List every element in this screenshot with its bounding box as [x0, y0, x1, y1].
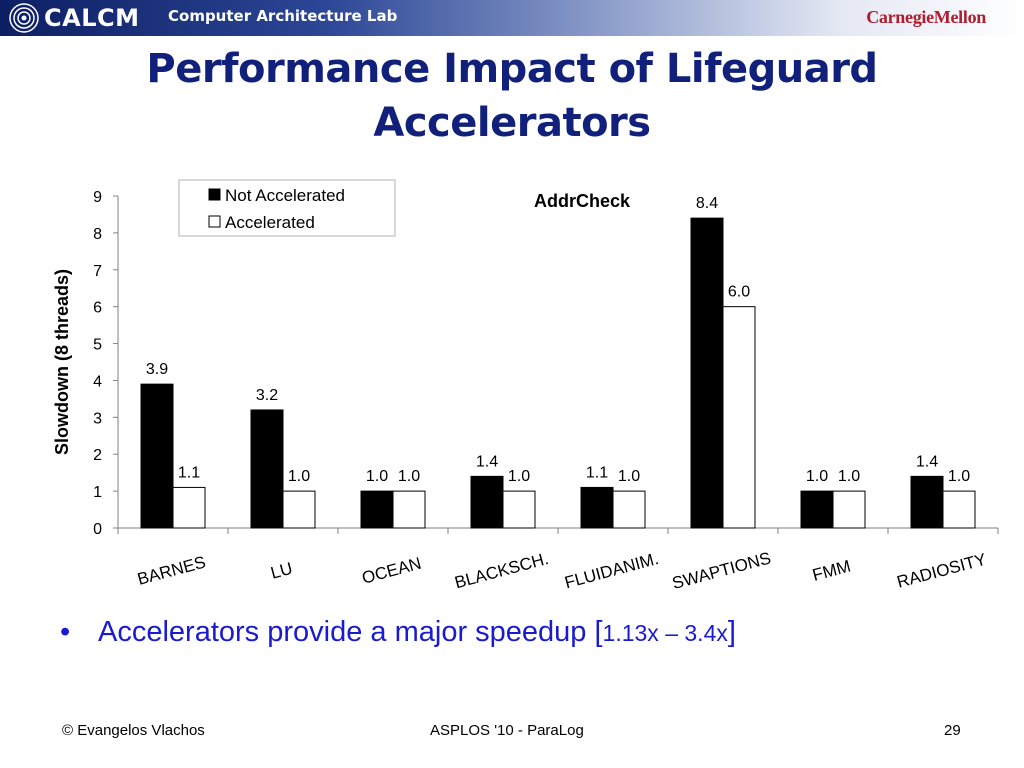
- bar-accelerated: [282, 490, 316, 529]
- university-logo: CarnegieMellon: [866, 7, 986, 27]
- data-label: 1.0: [838, 468, 860, 485]
- slide-title-line2: Accelerators: [373, 100, 651, 146]
- x-category-label: FLUIDANIM.: [563, 549, 661, 592]
- header-bar: CALCM Computer Architecture Lab Carnegie…: [0, 0, 1024, 36]
- y-tick-label: 9: [93, 189, 102, 206]
- y-tick-label: 2: [93, 447, 102, 464]
- legend-swatch: [208, 188, 221, 201]
- x-category-label: BLACKSCH.: [453, 549, 551, 592]
- x-category-label: SWAPTIONS: [670, 548, 773, 593]
- y-tick-label: 8: [93, 226, 102, 243]
- y-tick-label: 5: [93, 337, 102, 354]
- slide-title-line1: Performance Impact of Lifeguard: [146, 46, 878, 92]
- bar-not-accelerated: [690, 217, 724, 529]
- data-label: 1.0: [806, 468, 828, 485]
- chart-legend: Not Accelerated Accelerated: [178, 179, 396, 237]
- footer-page-number: 29: [944, 722, 961, 739]
- bar-accelerated: [942, 490, 976, 529]
- data-label: 1.1: [586, 464, 608, 481]
- data-label: 1.0: [366, 468, 388, 485]
- bar-not-accelerated: [910, 475, 944, 529]
- data-label: 3.2: [256, 387, 278, 404]
- chart-axes: 0 1 2 3 4 5 6 7 8 9 Slowdown (8 threads): [52, 189, 999, 538]
- data-label: 8.4: [696, 195, 718, 212]
- legend-label: Not Accelerated: [225, 186, 345, 205]
- chart-labels: AddrCheck 3.9 1.1 BARNES 3.2 1.0 LU 1.0 1.0 OCEAN…: [135, 191, 988, 593]
- bar-not-accelerated: [360, 490, 394, 529]
- bar-not-accelerated: [470, 475, 504, 529]
- x-category-label: OCEAN: [360, 554, 423, 588]
- calcm-logo: CALCM: [8, 2, 139, 34]
- bullet-range: 1.13x – 3.4x: [602, 620, 728, 646]
- footer-venue: ASPLOS '10 - ParaLog: [430, 722, 584, 739]
- y-tick-label: 7: [93, 263, 102, 280]
- bar-accelerated: [392, 490, 426, 529]
- bar-not-accelerated: [800, 490, 834, 529]
- legend-label: Accelerated: [225, 213, 315, 232]
- bullet-symbol: •: [60, 616, 71, 648]
- slide-title: Performance Impact of Lifeguard Accelera…: [0, 42, 1024, 150]
- data-label: 1.0: [508, 468, 530, 485]
- bar-not-accelerated: [140, 383, 174, 529]
- data-label: 1.1: [178, 464, 200, 481]
- data-label: 1.0: [618, 468, 640, 485]
- bar-accelerated: [832, 490, 866, 529]
- bar-accelerated: [722, 306, 756, 529]
- lab-name: Computer Architecture Lab: [168, 7, 398, 25]
- x-category-label: FMM: [810, 557, 852, 585]
- y-tick-label: 1: [93, 484, 102, 501]
- x-category-label: BARNES: [135, 552, 207, 588]
- chart-bars: [140, 217, 976, 529]
- slowdown-bar-chart: 0 1 2 3 4 5 6 7 8 9 Slowdown (8 threads) AddrCheck…: [52, 179, 999, 593]
- bar-not-accelerated: [580, 486, 614, 529]
- y-axis-title: Slowdown (8 threads): [52, 269, 72, 455]
- data-label: 6.0: [728, 284, 750, 301]
- data-label: 1.0: [288, 468, 310, 485]
- legend-swatch: [208, 215, 221, 228]
- x-category-label: LU: [269, 559, 295, 583]
- data-label: 1.0: [948, 468, 970, 485]
- data-label: 1.0: [398, 468, 420, 485]
- bullet-close: ]: [727, 616, 736, 648]
- y-tick-label: 0: [93, 521, 102, 538]
- concentric-circles-icon: [9, 3, 39, 33]
- bullet-text: Accelerators provide a major speedup [: [98, 616, 603, 648]
- data-label: 1.4: [476, 453, 498, 470]
- x-category-label: RADIOSITY: [895, 550, 988, 592]
- bar-accelerated: [502, 490, 536, 529]
- logo-text: CALCM: [44, 4, 140, 32]
- data-label: 1.4: [916, 453, 938, 470]
- bar-accelerated: [172, 486, 206, 529]
- bar-not-accelerated: [250, 409, 284, 529]
- y-tick-label: 6: [93, 300, 102, 317]
- footer-author: © Evangelos Vlachos: [62, 722, 205, 739]
- data-label: 3.9: [146, 361, 168, 378]
- y-tick-label: 3: [93, 410, 102, 427]
- y-tick-label: 4: [93, 373, 102, 390]
- bar-accelerated: [612, 490, 646, 529]
- chart-title: AddrCheck: [534, 191, 631, 211]
- bullet-point: • Accelerators provide a major speedup [1…: [60, 616, 736, 649]
